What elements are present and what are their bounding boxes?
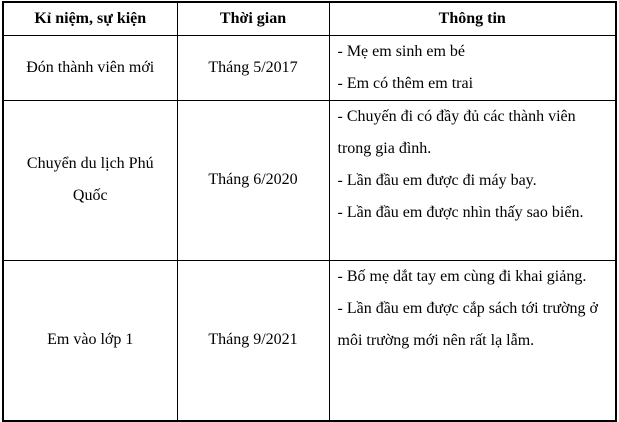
event-cell: Em vào lớp 1: [2, 259, 178, 422]
info-line: - Bố mẹ dắt tay em cùng đi khai giảng.: [337, 267, 587, 285]
info-cell: - Bố mẹ dắt tay em cùng đi khai giảng. -…: [328, 259, 617, 422]
event-cell: Đón thành viên mới: [2, 34, 178, 101]
table-row: Chuyển du lịch Phú Quốc Tháng 6/2020 - C…: [2, 99, 617, 261]
info-cell: - Mẹ em sinh em bé - Em có thêm em trai: [328, 34, 617, 101]
info-line: - Lần đầu em được đi máy bay.: [337, 171, 537, 189]
table-row: Em vào lớp 1 Tháng 9/2021 - Bố mẹ dắt ta…: [2, 259, 617, 422]
time-cell: Tháng 9/2021: [176, 259, 330, 422]
info-line: - Lần đầu em được nhìn thấy sao biển.: [337, 203, 584, 221]
header-time: Thời gian: [176, 1, 330, 36]
info-line: - Em có thêm em trai: [337, 74, 474, 92]
time-cell: Tháng 5/2017: [176, 34, 330, 101]
event-cell: Chuyển du lịch Phú Quốc: [2, 99, 178, 261]
header-event: Kỉ niệm, sự kiện: [2, 1, 178, 36]
info-line: - Lần đầu em được cắp sách tới trường ở …: [337, 299, 598, 349]
time-cell: Tháng 6/2020: [176, 99, 330, 261]
info-cell: - Chuyến đi có đầy đủ các thành viên tro…: [328, 99, 617, 261]
header-info: Thông tin: [328, 1, 617, 36]
info-line: - Mẹ em sinh em bé: [337, 42, 466, 60]
table-header-row: Kỉ niệm, sự kiện Thời gian Thông tin: [2, 1, 617, 36]
table-row: Đón thành viên mới Tháng 5/2017 - Mẹ em …: [2, 34, 617, 101]
info-line: - Chuyến đi có đầy đủ các thành viên tro…: [337, 107, 576, 157]
